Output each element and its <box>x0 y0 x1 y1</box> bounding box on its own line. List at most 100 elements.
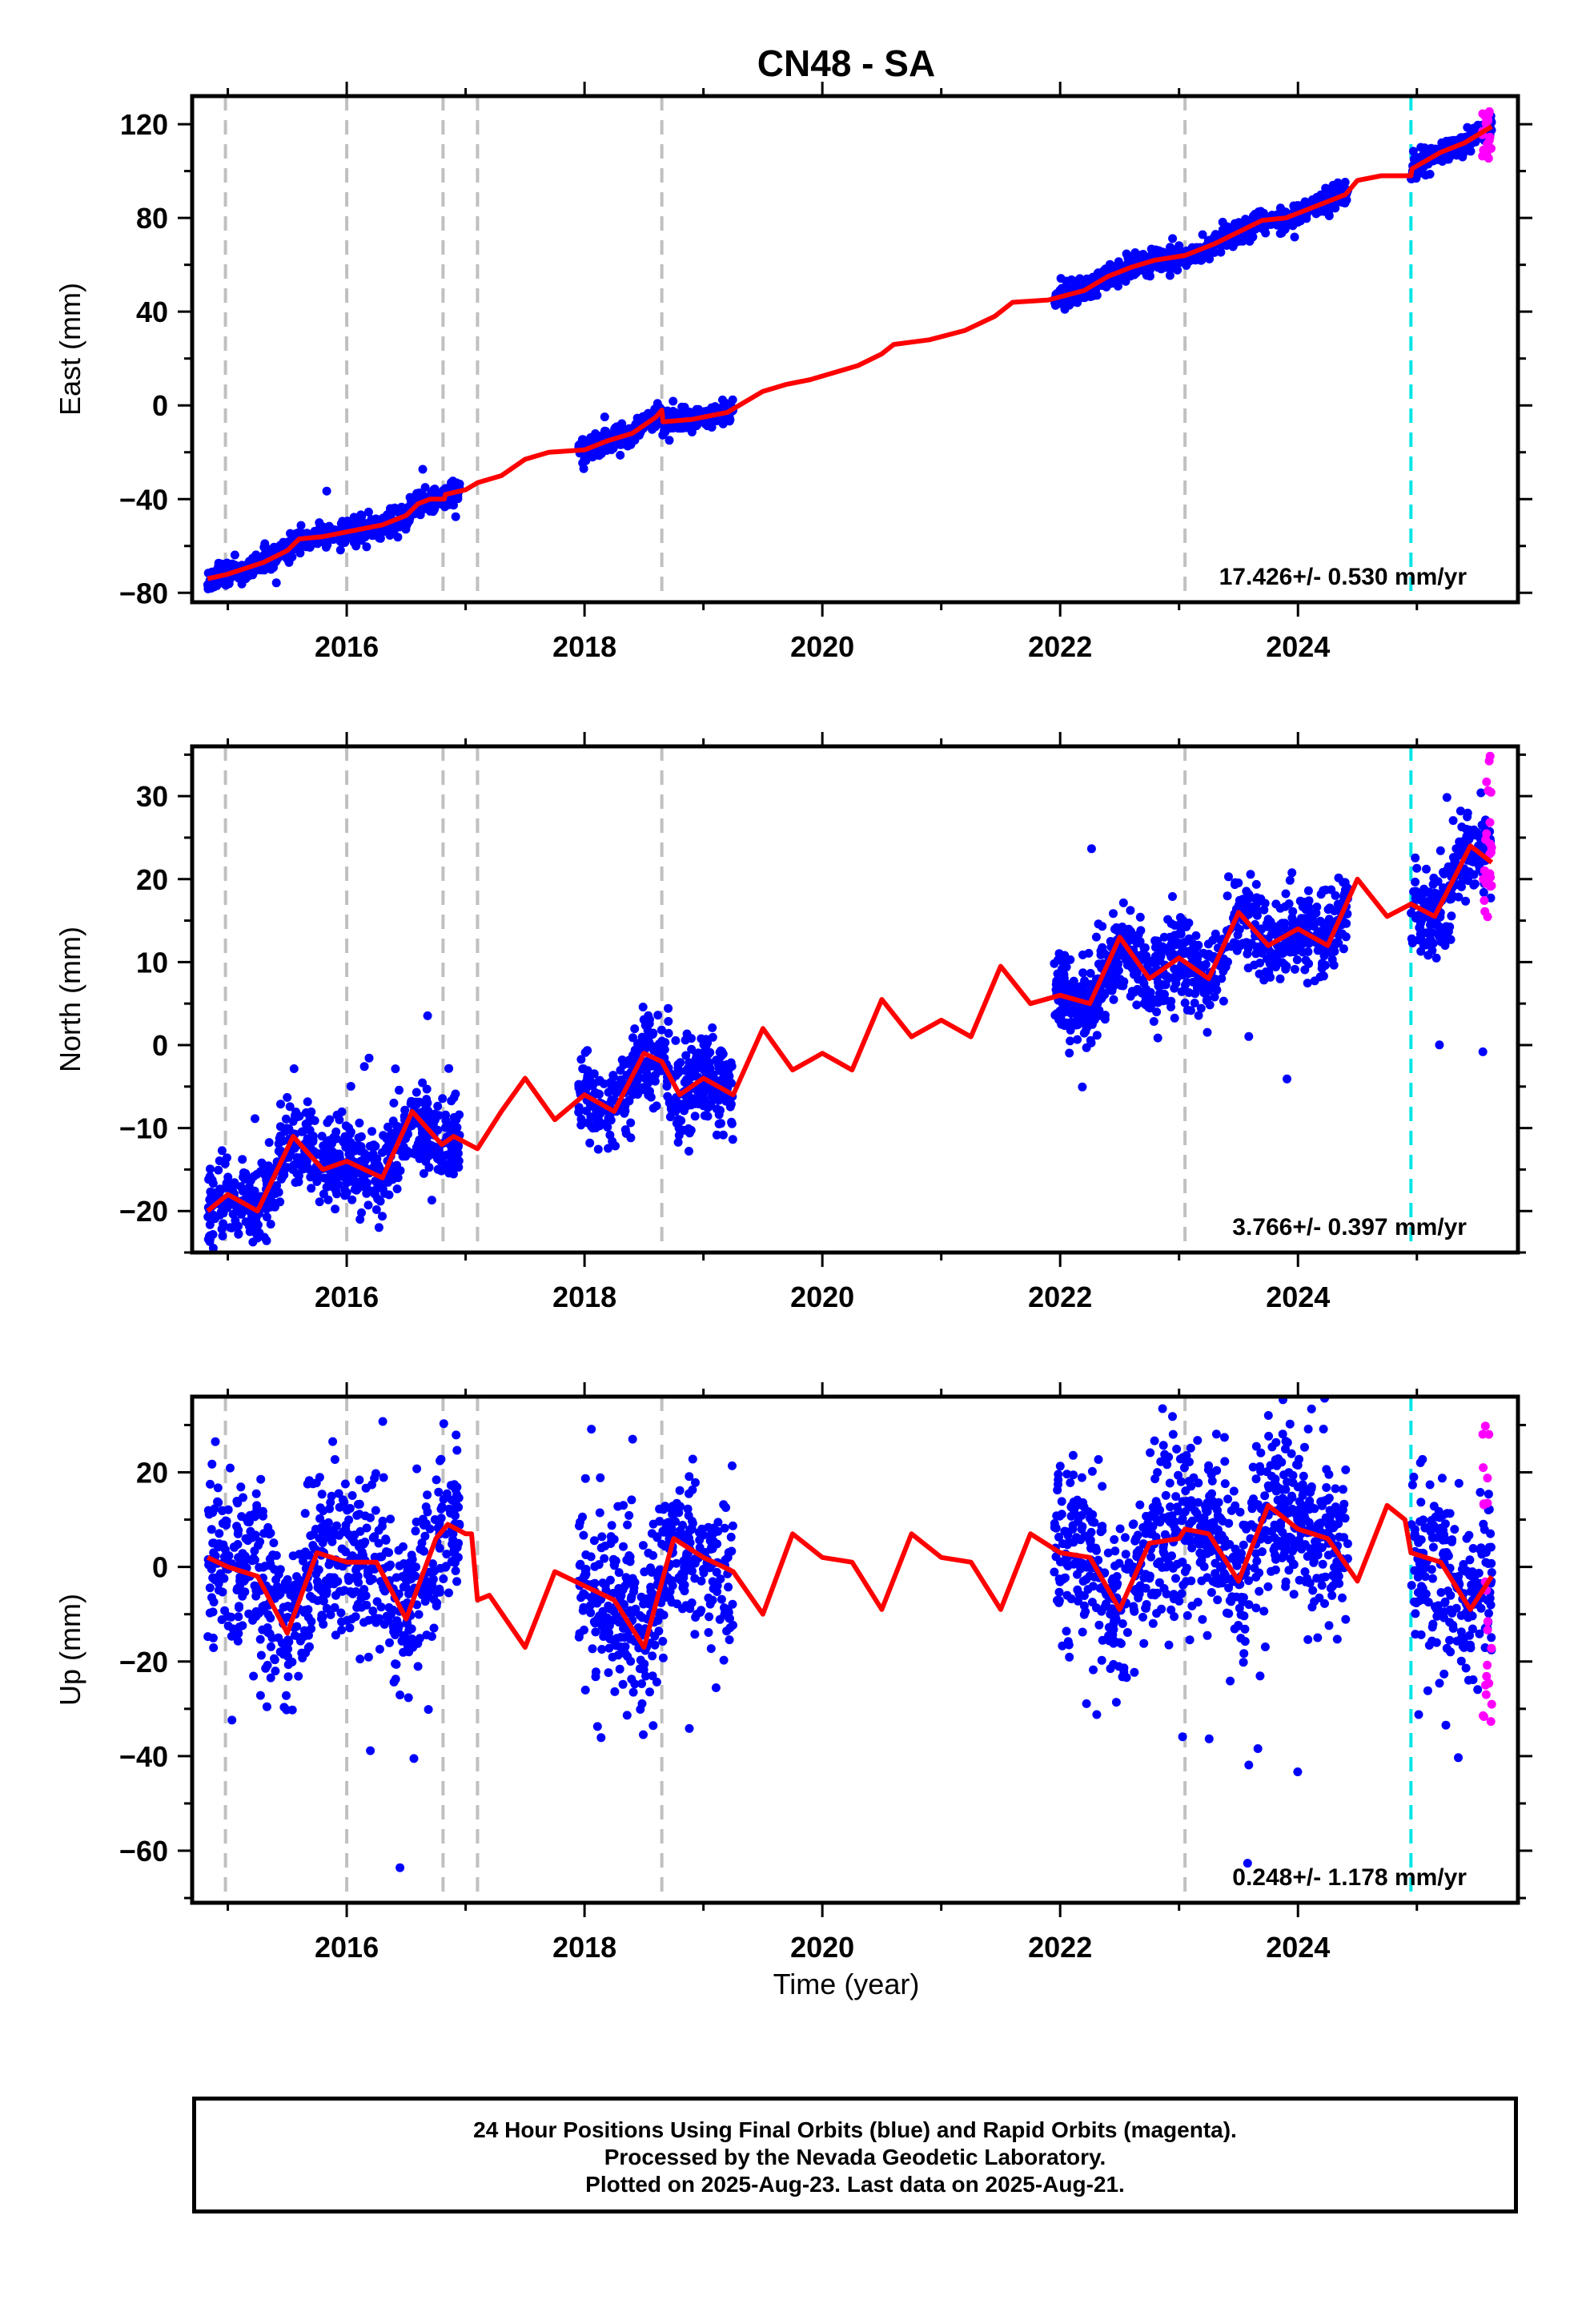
rapid-data-point <box>1484 786 1493 795</box>
data-point <box>204 1175 214 1184</box>
data-point <box>624 1096 634 1105</box>
data-point <box>257 1158 267 1168</box>
data-point <box>322 486 331 496</box>
data-point <box>1118 898 1128 907</box>
data-point <box>244 1518 254 1527</box>
data-point <box>299 541 308 550</box>
data-point <box>1152 1007 1162 1017</box>
data-point <box>576 1114 586 1124</box>
data-point <box>218 1231 227 1240</box>
data-point <box>269 542 279 552</box>
data-point <box>317 1132 327 1141</box>
data-point <box>236 1482 246 1492</box>
data-point <box>1233 930 1243 939</box>
data-point <box>392 1184 402 1194</box>
data-point <box>1191 989 1200 999</box>
data-point <box>1082 1017 1092 1027</box>
data-point <box>711 1095 721 1104</box>
data-point <box>1121 955 1130 964</box>
data-point <box>1251 949 1261 959</box>
data-point <box>1315 930 1324 939</box>
data-point <box>209 1643 219 1652</box>
data-point <box>319 1173 329 1183</box>
data-point <box>237 1512 247 1522</box>
data-point <box>266 1614 275 1622</box>
data-point <box>626 1133 636 1143</box>
y-tick-label: 80 <box>136 202 168 235</box>
data-point <box>433 1164 443 1174</box>
data-point <box>363 1178 371 1188</box>
data-point <box>277 1174 286 1184</box>
y-tick-label: −40 <box>119 483 168 516</box>
data-point <box>236 1182 246 1192</box>
data-point <box>207 1210 216 1220</box>
data-point <box>326 1610 335 1619</box>
data-point <box>253 1228 262 1237</box>
data-point <box>263 1660 272 1670</box>
data-point <box>303 1097 312 1107</box>
data-point <box>260 539 270 549</box>
data-point <box>1088 272 1098 282</box>
data-point <box>669 396 678 406</box>
plot-area <box>203 96 1496 602</box>
data-point <box>653 1011 663 1020</box>
data-point <box>1237 896 1247 906</box>
data-point <box>1244 890 1254 899</box>
data-point <box>378 1417 387 1426</box>
data-point <box>1086 968 1095 978</box>
data-point <box>676 1058 685 1068</box>
data-point <box>351 1564 361 1574</box>
data-point <box>385 1638 394 1647</box>
x-tick-label: 2024 <box>1266 1281 1330 1313</box>
data-point <box>292 1169 302 1178</box>
data-point <box>1066 1036 1075 1046</box>
data-point <box>1111 923 1121 932</box>
data-point <box>245 1188 255 1197</box>
data-point <box>1170 1013 1179 1023</box>
data-point <box>1052 976 1062 986</box>
data-point <box>1166 1002 1175 1011</box>
data-point <box>708 1023 717 1032</box>
data-point <box>384 1602 394 1612</box>
data-point <box>1114 959 1123 969</box>
data-point <box>262 1236 271 1245</box>
y-tick-label: 30 <box>136 780 168 813</box>
data-point <box>1340 885 1350 895</box>
data-point <box>362 1523 371 1533</box>
data-point <box>1478 1047 1488 1056</box>
data-point <box>335 1115 344 1124</box>
data-point <box>1280 919 1290 928</box>
data-point <box>221 1516 231 1526</box>
data-point <box>1458 149 1468 159</box>
data-point <box>269 563 278 573</box>
data-point <box>1144 1003 1154 1012</box>
data-point <box>249 1671 259 1681</box>
data-point <box>295 549 305 558</box>
data-point <box>211 1437 220 1446</box>
chart-title: CN48 - SA <box>757 42 935 84</box>
data-point <box>303 1164 313 1174</box>
data-point <box>1139 266 1149 275</box>
data-point <box>365 1576 375 1586</box>
data-point <box>1224 872 1233 882</box>
data-point <box>681 1051 691 1060</box>
data-point <box>332 1173 342 1183</box>
data-point <box>1341 932 1351 942</box>
data-point <box>216 1208 226 1217</box>
data-point <box>333 1561 343 1570</box>
data-point <box>1187 951 1196 960</box>
data-point <box>329 1132 339 1142</box>
data-point <box>339 535 348 545</box>
data-point <box>359 1618 368 1627</box>
data-point <box>715 1066 725 1076</box>
data-point <box>233 1206 243 1216</box>
data-point <box>717 1119 725 1128</box>
data-point <box>1165 973 1174 983</box>
data-point <box>281 1114 291 1124</box>
data-point <box>1318 959 1327 968</box>
data-point <box>1282 962 1291 971</box>
data-point <box>695 1096 705 1104</box>
data-point <box>404 1589 413 1598</box>
